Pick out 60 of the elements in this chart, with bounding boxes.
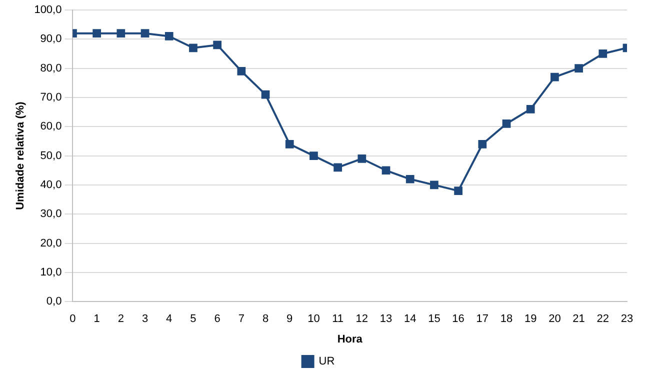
y-tick-label: 100,0 xyxy=(34,4,62,16)
x-tick-label: 17 xyxy=(476,313,489,326)
x-tick-label: 22 xyxy=(596,313,610,326)
point xyxy=(502,120,511,128)
point xyxy=(140,29,150,38)
point xyxy=(526,104,535,114)
point xyxy=(334,163,342,172)
x-tick-label: 21 xyxy=(572,313,585,326)
point xyxy=(213,40,222,50)
y-tick-label: 50,0 xyxy=(40,150,62,162)
point xyxy=(310,152,318,160)
x-tick-label: 16 xyxy=(452,313,464,326)
x-tick-label: 10 xyxy=(308,313,320,326)
y-tick-label: 0,0 xyxy=(46,296,62,308)
x-tick-label: 1 xyxy=(94,313,100,326)
point xyxy=(598,50,608,58)
y-axis-title: Umidade relativa (%) xyxy=(14,101,27,210)
x-axis-title: Hora xyxy=(337,333,364,346)
y-tick-label: 60,0 xyxy=(40,120,62,133)
point xyxy=(116,29,126,38)
y-tick-label: 20,0 xyxy=(40,237,62,250)
x-tick-label: 5 xyxy=(190,313,196,326)
point xyxy=(189,44,198,52)
point xyxy=(285,140,294,148)
x-tick-label: 23 xyxy=(620,313,634,326)
legend-label: UR xyxy=(318,356,335,368)
y-tick-label: 90,0 xyxy=(40,33,62,46)
point xyxy=(550,72,559,82)
x-tick-label: 14 xyxy=(404,313,416,326)
x-tick-label: 8 xyxy=(262,313,269,326)
x-tick-label: 19 xyxy=(524,313,537,326)
x-tick-label: 15 xyxy=(428,313,440,326)
y-tick-label: 80,0 xyxy=(40,62,62,74)
x-tick-label: 11 xyxy=(332,313,344,326)
point xyxy=(382,166,390,175)
x-tick-label: 9 xyxy=(286,313,293,326)
x-tick-label: 2 xyxy=(118,313,124,326)
x-tick-label: 0 xyxy=(70,313,76,326)
point xyxy=(430,180,438,190)
point xyxy=(574,64,583,72)
point xyxy=(454,186,462,195)
point xyxy=(358,154,366,163)
x-tick-label: 7 xyxy=(238,313,244,326)
y-tick-label: 30,0 xyxy=(40,208,62,220)
point xyxy=(237,67,246,76)
point xyxy=(406,174,414,184)
x-tick-label: 6 xyxy=(214,313,220,326)
x-tick-label: 12 xyxy=(356,313,368,326)
y-tick-label: 40,0 xyxy=(40,178,62,191)
y-tick-label: 10,0 xyxy=(40,266,62,278)
x-tick-label: 4 xyxy=(166,313,172,326)
y-tick-label: 70,0 xyxy=(40,92,62,104)
point xyxy=(92,29,102,38)
point xyxy=(478,140,487,148)
point xyxy=(261,90,270,99)
x-tick-label: 3 xyxy=(142,313,148,326)
x-tick-label: 20 xyxy=(548,313,561,326)
x-tick-label: 13 xyxy=(380,313,392,326)
x-tick-label: 18 xyxy=(500,313,513,326)
point xyxy=(164,32,174,40)
